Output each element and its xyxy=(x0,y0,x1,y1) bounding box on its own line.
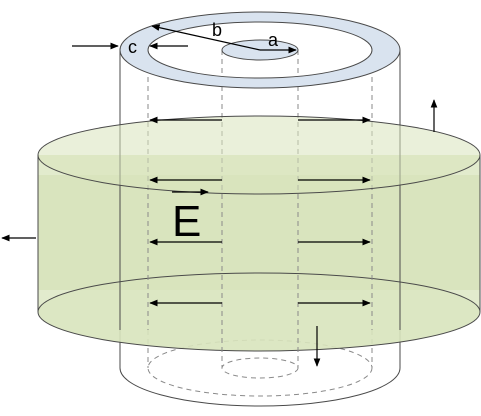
gaussian-bottom-ellipse xyxy=(37,272,481,352)
label-b: b xyxy=(212,20,222,40)
label-E: E xyxy=(172,197,201,246)
radius-b-arrow xyxy=(151,24,261,51)
dimension-arrows xyxy=(72,24,297,54)
field-arrows xyxy=(149,116,371,307)
conductor-walls xyxy=(119,50,401,368)
outer-conductor-ring xyxy=(119,11,401,89)
gaussian-top-ellipse xyxy=(37,115,481,195)
label-a: a xyxy=(268,30,279,50)
label-c: c xyxy=(128,37,137,57)
bottom-core-edge xyxy=(221,357,299,379)
conductor-bottom xyxy=(119,330,401,407)
labels: c b a E xyxy=(128,20,279,246)
normal-arrows xyxy=(1,99,438,367)
